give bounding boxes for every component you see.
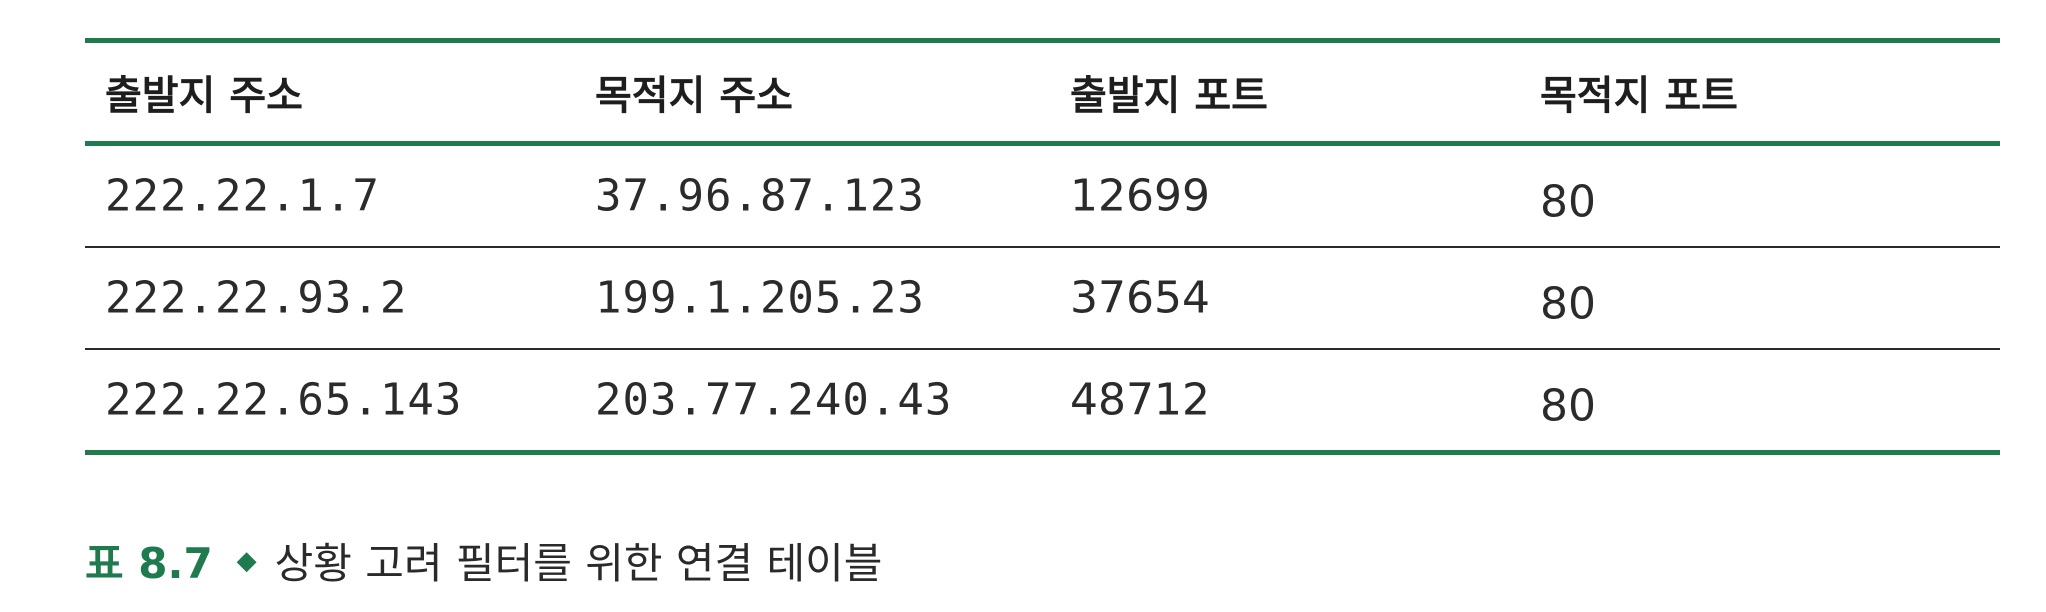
- cell-destination-address: 199.1.205.23: [595, 272, 925, 324]
- table-row: 222.22.1.7 37.96.87.123 12699 80: [85, 146, 2000, 246]
- cell-source-port: 48712: [1070, 374, 1210, 426]
- diamond-icon: ◆: [236, 545, 257, 576]
- cell-destination-port: 80: [1540, 176, 1596, 228]
- header-source-address: 출발지 주소: [105, 73, 303, 119]
- cell-destination-port: 80: [1540, 278, 1596, 330]
- table-header-row: 출발지 주소 목적지 주소 출발지 포트 목적지 포트: [85, 43, 2000, 141]
- table-bottom-rule: [85, 450, 2000, 455]
- caption-text: 상황 고려 필터를 위한 연결 테이블: [274, 539, 883, 588]
- table-row: 222.22.93.2 199.1.205.23 37654 80: [85, 248, 2000, 348]
- cell-destination-address: 37.96.87.123: [595, 170, 925, 222]
- cell-source-address: 222.22.1.7: [105, 170, 380, 222]
- cell-source-port: 37654: [1070, 272, 1210, 324]
- cell-source-address: 222.22.65.143: [105, 374, 463, 426]
- row-divider: [85, 246, 2000, 248]
- cell-source-address: 222.22.93.2: [105, 272, 408, 324]
- row-divider: [85, 348, 2000, 350]
- cell-destination-port: 80: [1540, 380, 1596, 432]
- table-row: 222.22.65.143 203.77.240.43 48712 80: [85, 350, 2000, 450]
- connection-table: 출발지 주소 목적지 주소 출발지 포트 목적지 포트 222.22.1.7 3…: [85, 38, 2000, 455]
- table-caption: 표 8.7 ◆ 상황 고려 필터를 위한 연결 테이블: [85, 530, 882, 591]
- header-source-port: 출발지 포트: [1070, 73, 1268, 119]
- table-top-rule: [85, 38, 2000, 43]
- table-header-rule: [85, 141, 2000, 146]
- cell-source-port: 12699: [1070, 170, 1210, 222]
- caption-label: 표 8.7: [85, 539, 213, 588]
- header-destination-address: 목적지 주소: [595, 73, 793, 119]
- header-destination-port: 목적지 포트: [1540, 73, 1738, 119]
- cell-destination-address: 203.77.240.43: [595, 374, 953, 426]
